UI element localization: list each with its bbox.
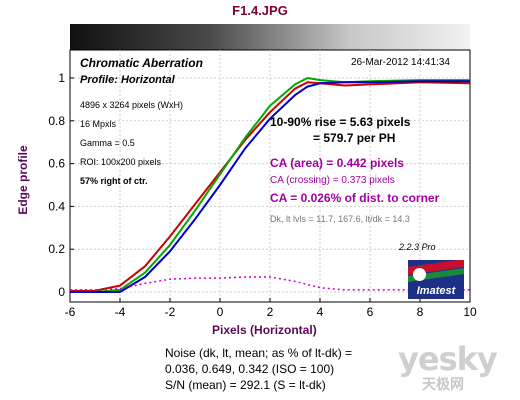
- noise-line-3: S/N (mean) = 292.1 (S = lt-dk): [165, 378, 326, 392]
- x-axis-label: Pixels (Horizontal): [212, 323, 317, 337]
- levels-result: Dk, lt lvls = 11.7, 167.6, lt/dk = 14.3: [270, 214, 410, 224]
- series-blue-line: [70, 80, 470, 293]
- chart-title: Chromatic Aberration: [80, 56, 203, 70]
- y-tick-label: 0.2: [48, 242, 65, 256]
- chart-subtitle: Profile: Horizontal: [80, 74, 175, 86]
- watermark-subtext: 天极网: [422, 376, 464, 392]
- info-dimensions: 4896 x 3264 pixels (WxH): [80, 100, 184, 110]
- watermark-logo: yesky: [398, 340, 498, 378]
- x-tick-label: -4: [115, 305, 126, 319]
- ca-crossing-result: CA (crossing) = 0.373 pixels: [270, 175, 395, 186]
- y-tick-label: 0.8: [48, 114, 65, 128]
- y-tick-label: 0.6: [48, 157, 65, 171]
- x-tick-label: 0: [217, 305, 224, 319]
- ca-area-result: CA (area) = 0.442 pixels: [270, 156, 404, 170]
- x-tick-label: 10: [463, 305, 477, 319]
- info-roi: ROI: 100x200 pixels: [80, 157, 162, 167]
- noise-line-1: Noise (dk, lt, mean; as % of lt-dk) =: [165, 346, 353, 360]
- x-tick-label: -6: [65, 305, 76, 319]
- info-megapixels: 16 Mpxls: [80, 119, 117, 129]
- file-title: F1.4.JPG: [232, 3, 288, 18]
- rise-result: 10-90% rise = 5.63 pixels: [270, 115, 411, 129]
- noise-line-2: 0.036, 0.649, 0.342 (ISO = 100): [165, 362, 335, 376]
- x-tick-label: 8: [417, 305, 424, 319]
- y-tick-label: 1: [58, 71, 65, 85]
- per-ph-result: = 579.7 per PH: [313, 131, 396, 145]
- info-position: 57% right of ctr.: [80, 176, 148, 186]
- ca-distance-result: CA = 0.026% of dist. to corner: [270, 191, 440, 205]
- logo-word: Imatest: [416, 285, 456, 297]
- edge-image-strip: [70, 24, 470, 50]
- timestamp: 26-Mar-2012 14:41:34: [351, 57, 450, 68]
- imatest-logo: Imatest: [408, 260, 464, 299]
- y-tick-label: 0.4: [48, 199, 65, 213]
- version-label: 2.2.3 Pro: [399, 242, 436, 252]
- info-gamma: Gamma = 0.5: [80, 138, 135, 148]
- series-ca-diff-line: [70, 276, 470, 291]
- y-axis-label: Edge profile: [16, 145, 30, 215]
- x-tick-label: 2: [267, 305, 274, 319]
- y-tick-label: 0: [58, 285, 65, 299]
- x-tick-label: -2: [165, 305, 176, 319]
- x-tick-label: 6: [367, 305, 374, 319]
- series-red-line: [69, 81, 471, 292]
- x-tick-label: 4: [317, 305, 324, 319]
